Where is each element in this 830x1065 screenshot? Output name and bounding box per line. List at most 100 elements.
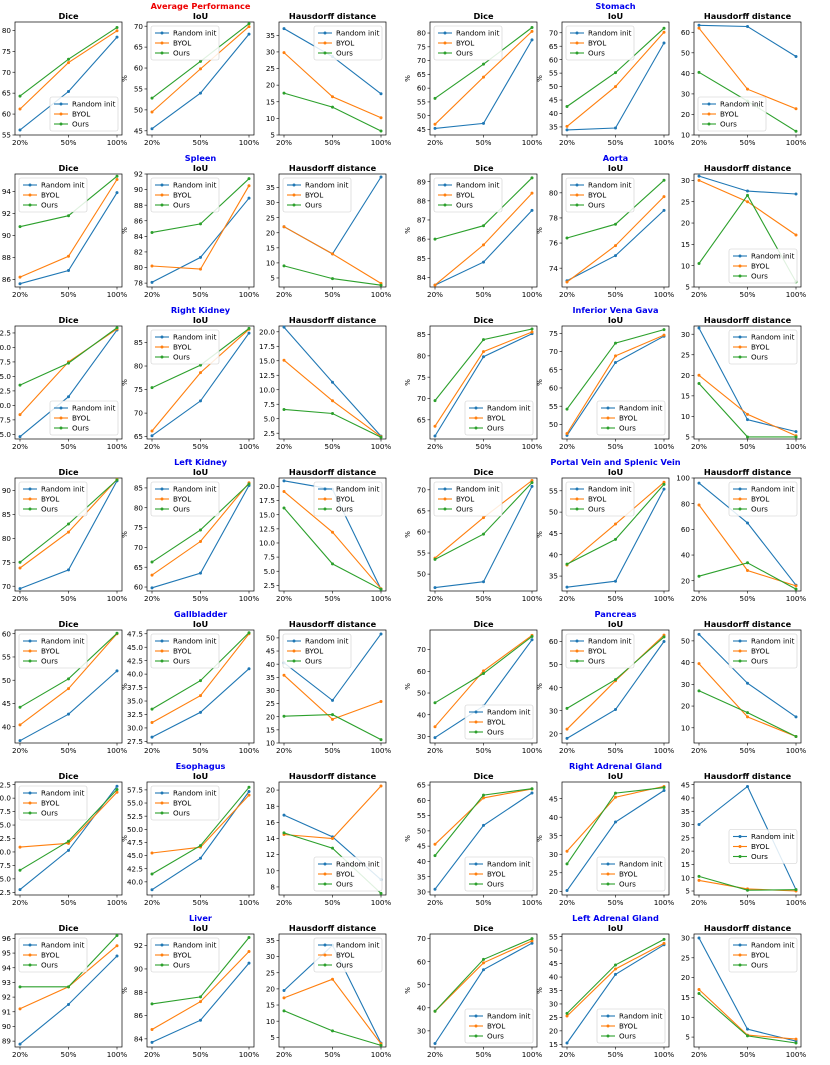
- data-point: [67, 57, 70, 61]
- legend-label: BYOL: [588, 39, 606, 48]
- data-point: [199, 222, 202, 226]
- y-axis-label: %: [535, 75, 544, 82]
- legend-label: Random init: [336, 941, 380, 950]
- legend-marker: [28, 193, 32, 197]
- y-axis-label: %: [535, 227, 544, 234]
- y-tick-label: 25: [266, 213, 275, 222]
- legend-marker: [606, 882, 610, 886]
- plot-title: IoU: [608, 771, 623, 781]
- y-axis-label: %: [403, 227, 412, 234]
- data-point: [482, 823, 485, 827]
- data-point: [331, 252, 334, 256]
- data-point: [794, 888, 798, 892]
- data-point: [614, 85, 617, 89]
- series-line-byol: [698, 989, 797, 1040]
- x-tick-label: 50%: [193, 290, 209, 299]
- y-tick-label: 50: [681, 48, 691, 57]
- y-tick-label: 30.0: [127, 724, 143, 733]
- data-point: [482, 580, 485, 584]
- data-point: [746, 521, 749, 525]
- legend-marker: [606, 406, 610, 410]
- y-tick-label: 87: [417, 216, 426, 225]
- data-point: [282, 407, 286, 411]
- legend-label: Ours: [456, 49, 473, 58]
- x-tick-label: 50%: [325, 138, 341, 147]
- data-point: [67, 395, 70, 399]
- data-point: [565, 706, 569, 710]
- data-point: [482, 243, 485, 247]
- legend-label: BYOL: [619, 870, 637, 879]
- data-point: [614, 341, 617, 345]
- data-point: [614, 820, 617, 824]
- data-point: [282, 831, 286, 835]
- legend-marker: [28, 487, 32, 491]
- legend-label: Random init: [41, 181, 85, 190]
- legend-marker: [160, 183, 164, 187]
- plot-title: Hausdorff distance: [704, 923, 792, 933]
- chart-group-aorta: Aorta Dice 84 85 86 87 88 89 20% 50% 100%% Random i…: [403, 153, 806, 299]
- y-tick-label: 80: [681, 499, 691, 508]
- y-tick-label: 50: [417, 689, 427, 698]
- series-line-random-init: [151, 668, 250, 738]
- legend-label: BYOL: [487, 870, 505, 879]
- data-point: [565, 736, 569, 740]
- data-point: [482, 532, 485, 536]
- data-point: [433, 586, 437, 590]
- x-tick-label: 50%: [193, 898, 209, 907]
- data-point: [199, 856, 202, 860]
- data-point: [379, 587, 383, 591]
- legend-marker: [59, 112, 63, 116]
- plot-iou: IoU 45 50 55 60 65 70 20% 50% 100%% Random initBYO…: [120, 11, 259, 147]
- data-point: [697, 481, 701, 485]
- data-point: [614, 791, 617, 795]
- data-point: [18, 383, 22, 387]
- y-tick-label: 60: [681, 525, 691, 534]
- y-tick-label: 10: [266, 114, 276, 123]
- data-point: [482, 793, 485, 797]
- plot-title: IoU: [193, 771, 208, 781]
- legend-label: Random init: [588, 637, 632, 646]
- data-point: [746, 435, 749, 439]
- legend-label: BYOL: [619, 414, 637, 423]
- y-tick-label: 65: [134, 432, 143, 441]
- legend-label: Random init: [41, 637, 85, 646]
- y-axis-label: %: [120, 75, 129, 82]
- y-tick-label: 40: [681, 658, 691, 667]
- chart-group-left-kidney: Left Kidney Dice 70 75 80 85 90 20% 50% 100%% Rand…: [2, 457, 392, 603]
- x-tick-label: 100%: [786, 442, 807, 451]
- x-tick-label: 20%: [427, 898, 443, 907]
- x-tick-label: 100%: [107, 594, 128, 603]
- data-point: [18, 225, 22, 229]
- legend-label: Random init: [173, 789, 217, 798]
- y-tick-label: 45: [2, 699, 11, 708]
- legend-marker: [575, 51, 579, 55]
- y-tick-label: 65.0: [0, 821, 11, 830]
- legend-box: [313, 937, 383, 973]
- data-point: [282, 325, 286, 329]
- y-tick-label: 94: [2, 963, 12, 972]
- chart-group-gallbladder: Gallbladder Dice 40 45 50 55 60 20% 50% 100%% Rand…: [2, 609, 392, 755]
- y-tick-label: 15: [266, 1001, 275, 1010]
- y-tick-label: 92: [2, 209, 11, 218]
- data-point: [482, 671, 485, 675]
- data-point: [18, 282, 22, 286]
- data-point: [697, 262, 701, 266]
- y-tick-label: 80: [2, 26, 12, 35]
- data-point: [199, 363, 202, 367]
- legend-box: [464, 856, 534, 892]
- y-tick-label: 45: [549, 529, 558, 538]
- y-tick-label: 10: [681, 873, 691, 882]
- data-point: [199, 399, 202, 403]
- legend-label: BYOL: [487, 414, 505, 423]
- data-point: [282, 91, 286, 95]
- legend-label: Ours: [619, 880, 636, 889]
- legend-label: BYOL: [41, 495, 59, 504]
- data-point: [199, 571, 202, 575]
- legend-marker: [443, 203, 447, 207]
- series-line-ours: [434, 938, 533, 1012]
- y-tick-label: 60: [681, 28, 691, 37]
- data-point: [18, 587, 22, 591]
